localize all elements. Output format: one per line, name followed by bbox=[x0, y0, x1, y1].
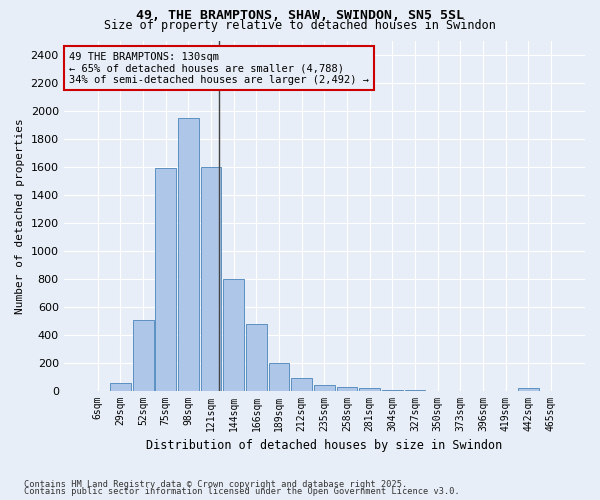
Text: Size of property relative to detached houses in Swindon: Size of property relative to detached ho… bbox=[104, 19, 496, 32]
Bar bbox=[200, 167, 221, 391]
Bar bbox=[337, 387, 358, 391]
Bar bbox=[291, 378, 312, 391]
Bar bbox=[382, 390, 403, 391]
Text: Contains public sector information licensed under the Open Government Licence v3: Contains public sector information licen… bbox=[24, 488, 460, 496]
Bar bbox=[223, 279, 244, 391]
Bar bbox=[133, 320, 154, 391]
Bar bbox=[269, 363, 289, 391]
Text: 49, THE BRAMPTONS, SHAW, SWINDON, SN5 5SL: 49, THE BRAMPTONS, SHAW, SWINDON, SN5 5S… bbox=[136, 9, 464, 22]
Bar bbox=[110, 384, 131, 391]
Text: Contains HM Land Registry data © Crown copyright and database right 2025.: Contains HM Land Registry data © Crown c… bbox=[24, 480, 407, 489]
Bar bbox=[246, 324, 267, 391]
X-axis label: Distribution of detached houses by size in Swindon: Distribution of detached houses by size … bbox=[146, 440, 502, 452]
Bar bbox=[359, 388, 380, 391]
Bar bbox=[404, 390, 425, 391]
Bar bbox=[314, 386, 335, 391]
Bar bbox=[155, 168, 176, 391]
Bar bbox=[518, 388, 539, 391]
Y-axis label: Number of detached properties: Number of detached properties bbox=[15, 118, 25, 314]
Text: 49 THE BRAMPTONS: 130sqm
← 65% of detached houses are smaller (4,788)
34% of sem: 49 THE BRAMPTONS: 130sqm ← 65% of detach… bbox=[69, 52, 369, 84]
Bar bbox=[178, 118, 199, 391]
